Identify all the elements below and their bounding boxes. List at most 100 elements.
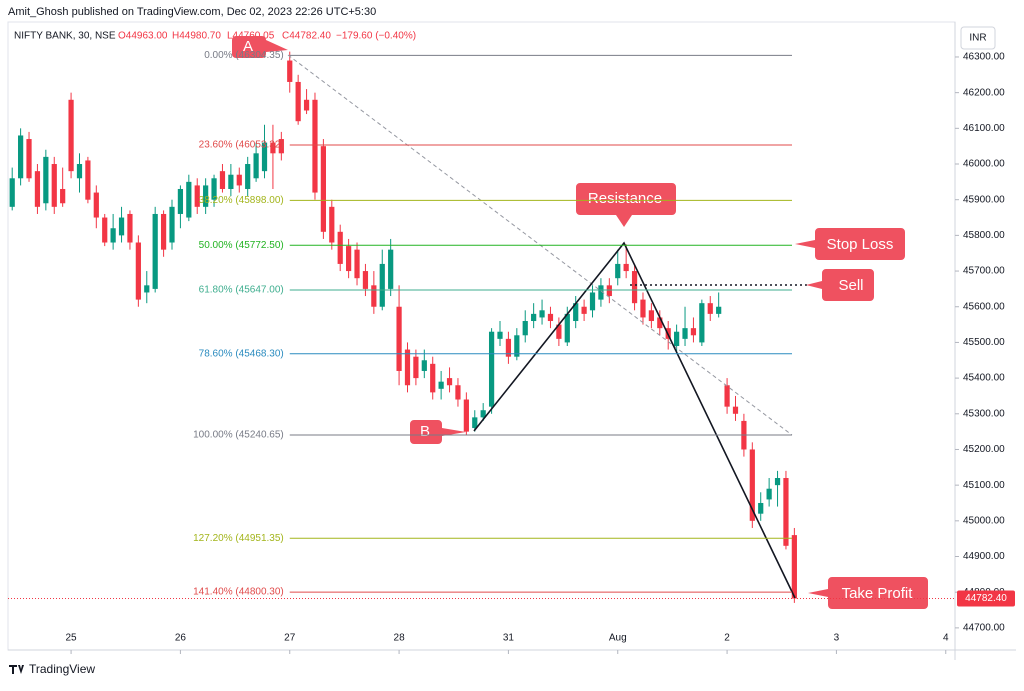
candle-body xyxy=(219,171,226,189)
y-tick-label: 44700.00 xyxy=(963,623,1005,634)
candle-body xyxy=(564,313,570,343)
currency-box[interactable] xyxy=(960,26,996,50)
candle-body xyxy=(455,385,461,400)
candle-body xyxy=(472,417,478,429)
candle-body xyxy=(682,328,688,339)
y-tick-label: 46000.00 xyxy=(963,159,1005,170)
candle-body xyxy=(295,81,301,122)
candle-body xyxy=(480,410,486,418)
candle-body xyxy=(758,502,764,514)
candle-body xyxy=(127,213,133,243)
candle-body xyxy=(186,181,192,218)
callout-b-label: B xyxy=(420,423,430,440)
callout-a xyxy=(232,36,288,58)
callout-a-label: A xyxy=(243,38,253,55)
candle-body xyxy=(505,338,512,357)
candle-body xyxy=(404,349,411,386)
candle-body xyxy=(791,535,797,599)
candle-body xyxy=(203,185,209,207)
y-tick-label: 46100.00 xyxy=(963,123,1005,134)
candle-body xyxy=(606,285,612,297)
y-tick-label: 45200.00 xyxy=(963,444,1005,455)
y-tick-label: 45700.00 xyxy=(963,266,1005,277)
candle-body xyxy=(589,292,596,311)
candle-body xyxy=(253,153,259,179)
y-tick-label: 45100.00 xyxy=(963,480,1005,491)
legend-change: −179.60 (−0.40%) xyxy=(336,31,416,42)
candle-body xyxy=(430,363,436,393)
candle-body xyxy=(34,171,41,207)
candle-body xyxy=(236,174,242,186)
candle-body xyxy=(514,335,520,357)
logo-icon xyxy=(9,665,24,674)
candle-body xyxy=(245,164,251,189)
candle-body xyxy=(531,313,537,322)
x-tick-label: Aug xyxy=(609,633,627,644)
candle-body xyxy=(68,99,74,172)
candle-body xyxy=(598,285,604,300)
candle-body xyxy=(303,99,310,111)
candle-body xyxy=(9,178,15,207)
candle-body xyxy=(547,313,554,322)
candle-body xyxy=(152,213,158,289)
candle-body xyxy=(396,306,402,371)
y-tick-label: 44900.00 xyxy=(963,551,1005,562)
candle-body xyxy=(615,263,621,279)
candle-body xyxy=(110,228,116,243)
candle-body xyxy=(556,324,562,339)
y-tick-label: 45400.00 xyxy=(963,373,1005,384)
candle-body xyxy=(228,174,234,189)
x-tick-label: 28 xyxy=(394,633,406,644)
candle-body xyxy=(312,99,318,193)
candle-body xyxy=(699,303,705,343)
y-tick-label: 45900.00 xyxy=(963,194,1005,205)
x-tick-label: 27 xyxy=(284,633,296,644)
candles xyxy=(9,51,797,603)
candle-body xyxy=(379,263,385,307)
candle-body xyxy=(657,317,663,329)
candle-body xyxy=(26,139,32,179)
fib-label: 127.20% (44951.35) xyxy=(193,533,284,544)
last-price-label: 44782.40 xyxy=(965,593,1007,604)
callout-b xyxy=(410,420,466,444)
candle-body xyxy=(169,206,175,243)
candle-body xyxy=(690,328,697,336)
candle-body xyxy=(766,488,772,500)
candle-body xyxy=(573,303,579,322)
candle-body xyxy=(211,178,217,200)
candle-body xyxy=(522,321,528,336)
callout-resistance-label: Resistance xyxy=(588,190,662,207)
fib-label: 141.40% (44800.30) xyxy=(193,587,284,598)
candle-body xyxy=(716,306,722,314)
candle-body xyxy=(60,188,66,204)
candle-body xyxy=(497,331,503,339)
candle-body xyxy=(648,310,654,322)
y-tick-label: 46300.00 xyxy=(963,52,1005,63)
candle-body xyxy=(337,231,343,264)
fib-label: 23.60% (46053.32) xyxy=(199,140,284,151)
fib-label: 50.00% (45772.50) xyxy=(199,240,284,251)
candle-body xyxy=(724,385,730,407)
y-tick-label: 46200.00 xyxy=(963,87,1005,98)
x-tick-label: 26 xyxy=(175,633,187,644)
candle-body xyxy=(160,213,167,250)
last-price-badge xyxy=(957,590,1015,607)
candle-body xyxy=(270,142,276,154)
callouts: A B Resistance Stop Loss Sell Take Profi… xyxy=(232,36,928,609)
fib-label: 78.60% (45468.30) xyxy=(199,348,284,359)
candle-body xyxy=(446,378,453,386)
y-tick-label: 45800.00 xyxy=(963,230,1005,241)
y-tick-label: 45500.00 xyxy=(963,337,1005,348)
callout-take-profit xyxy=(808,577,928,609)
candle-body xyxy=(177,188,184,214)
candle-body xyxy=(287,60,293,82)
legend: NIFTY BANK, 30, NSE O44963.00 H44980.70 … xyxy=(14,31,416,42)
callout-take-profit-label: Take Profit xyxy=(842,585,914,602)
candle-body xyxy=(135,242,141,300)
candle-body xyxy=(144,285,150,293)
candle-body xyxy=(488,331,495,407)
callout-sell-label: Sell xyxy=(838,277,863,294)
